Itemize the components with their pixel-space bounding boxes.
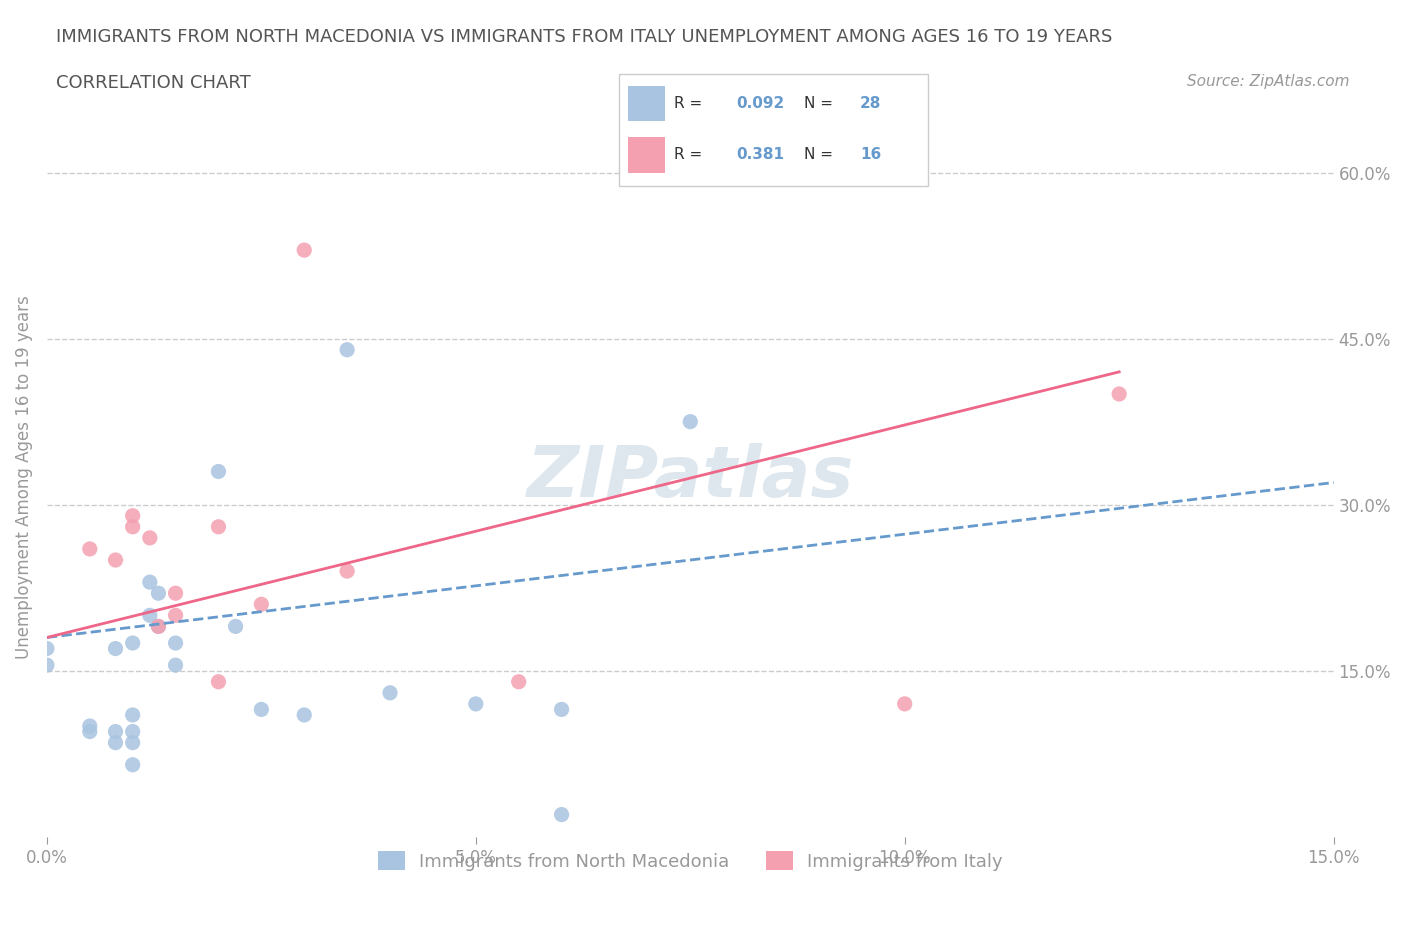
Point (121, 736, 143, 751)
Text: ZIPatlas: ZIPatlas (527, 443, 853, 512)
Point (508, 674, 530, 689)
Point (550, 807, 572, 822)
Point (292, 708, 315, 723)
Point (250, 597, 273, 612)
Point (35, 658, 58, 672)
Point (165, 608, 187, 623)
Point (1108, 387, 1130, 402)
Text: 0.381: 0.381 (737, 147, 785, 162)
Text: R =: R = (675, 96, 707, 111)
Text: Source: ZipAtlas.com: Source: ZipAtlas.com (1187, 74, 1350, 89)
Point (35, 641, 58, 656)
Text: R =: R = (675, 147, 707, 162)
Point (165, 635, 187, 650)
Point (139, 530, 162, 545)
Point (148, 586, 170, 601)
Text: 16: 16 (860, 147, 882, 162)
Point (121, 519, 143, 534)
Point (104, 552, 127, 567)
Point (79, 541, 101, 556)
Point (165, 658, 187, 672)
Point (79, 719, 101, 734)
Point (378, 685, 401, 700)
Bar (628, 86, 665, 121)
Text: N =: N = (804, 147, 838, 162)
Legend: Immigrants from North Macedonia, Immigrants from Italy: Immigrants from North Macedonia, Immigra… (371, 844, 1010, 878)
Point (893, 697, 915, 711)
Text: 28: 28 (860, 96, 882, 111)
Bar (628, 137, 665, 173)
Point (121, 509, 143, 524)
Point (148, 619, 170, 634)
Point (336, 342, 359, 357)
Point (292, 243, 315, 258)
Text: CORRELATION CHART: CORRELATION CHART (56, 74, 252, 92)
Point (464, 697, 486, 711)
Text: IMMIGRANTS FROM NORTH MACEDONIA VS IMMIGRANTS FROM ITALY UNEMPLOYMENT AMONG AGES: IMMIGRANTS FROM NORTH MACEDONIA VS IMMIG… (56, 28, 1112, 46)
Y-axis label: Unemployment Among Ages 16 to 19 years: Unemployment Among Ages 16 to 19 years (15, 295, 32, 658)
Point (121, 635, 143, 650)
Point (121, 724, 143, 739)
Point (139, 608, 162, 623)
Point (679, 414, 702, 429)
Point (121, 757, 143, 772)
Point (104, 736, 127, 751)
Point (148, 619, 170, 634)
Point (207, 519, 229, 534)
Point (207, 674, 229, 689)
Point (207, 464, 229, 479)
Point (104, 724, 127, 739)
Point (336, 564, 359, 578)
Point (139, 575, 162, 590)
Text: N =: N = (804, 96, 838, 111)
Point (225, 619, 247, 634)
Point (104, 641, 127, 656)
Point (79, 724, 101, 739)
Text: 0.092: 0.092 (737, 96, 785, 111)
FancyBboxPatch shape (619, 74, 928, 186)
Point (250, 702, 273, 717)
Point (165, 586, 187, 601)
Point (121, 708, 143, 723)
Point (550, 702, 572, 717)
